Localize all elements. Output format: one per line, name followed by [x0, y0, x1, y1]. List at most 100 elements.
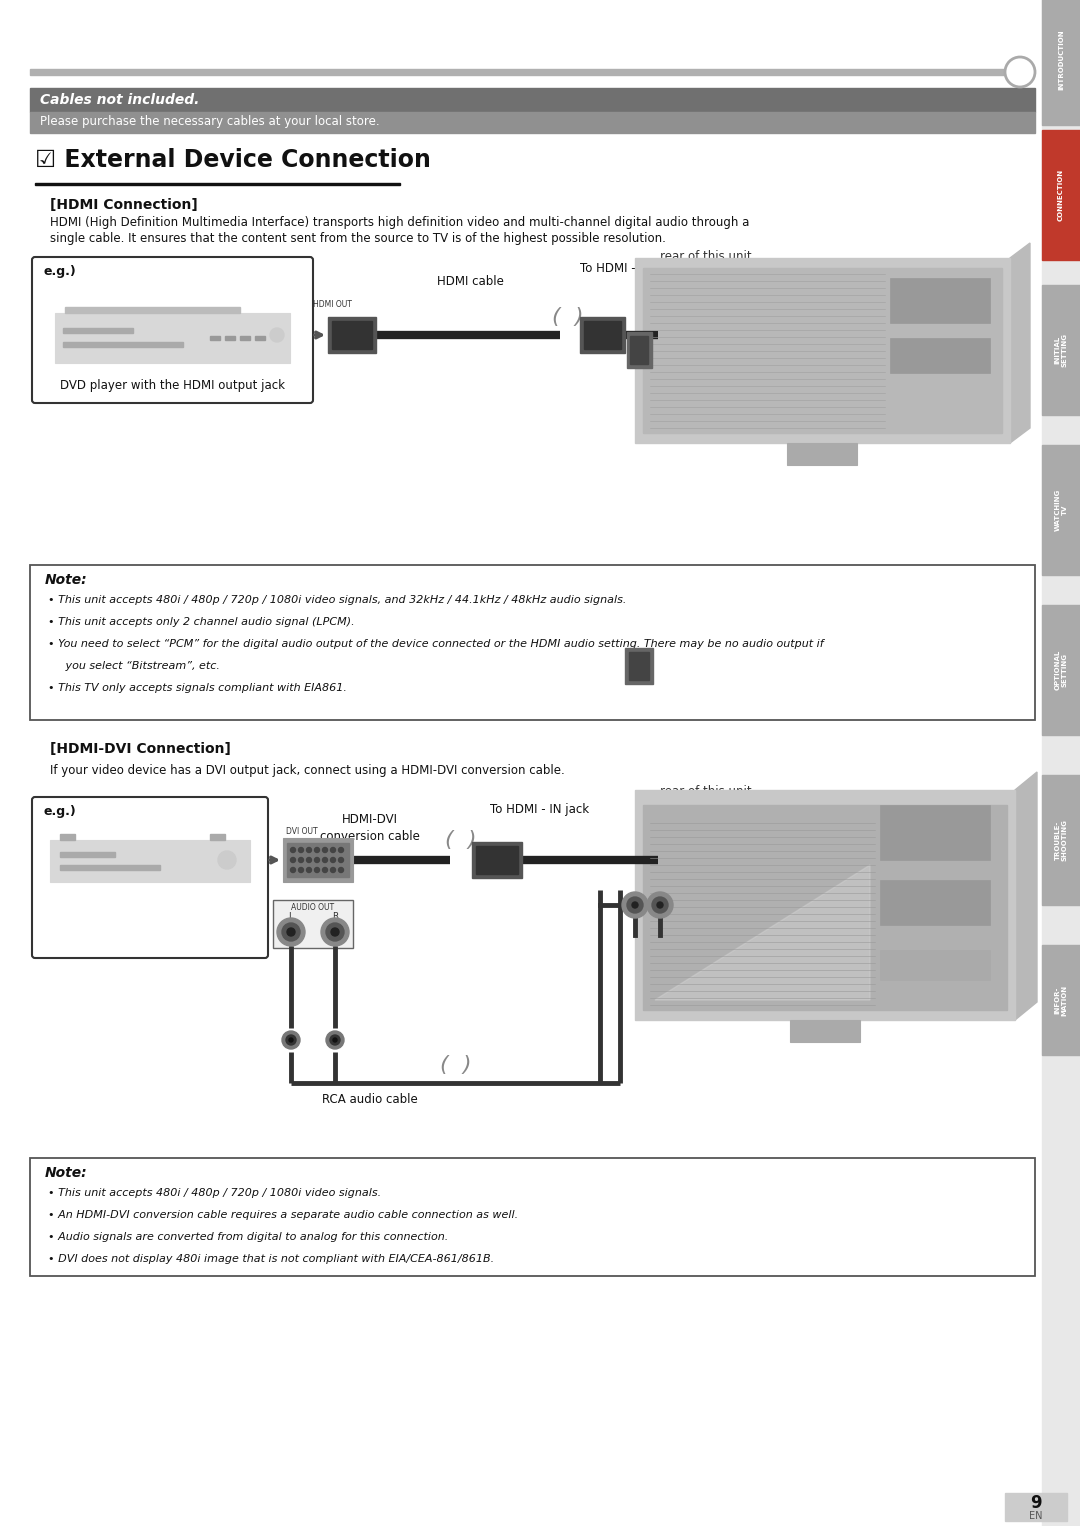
Text: To HDMI - IN jack: To HDMI - IN jack — [490, 803, 589, 816]
Circle shape — [314, 867, 320, 873]
Bar — [240, 336, 249, 340]
Text: (  ): ( ) — [445, 830, 476, 850]
Bar — [63, 328, 133, 333]
Text: Cables not included.: Cables not included. — [40, 93, 200, 107]
Bar — [332, 320, 372, 349]
Circle shape — [326, 923, 345, 942]
Circle shape — [330, 928, 339, 935]
Bar — [880, 881, 990, 925]
Circle shape — [622, 893, 648, 919]
Text: INITIAL
SETTING: INITIAL SETTING — [1054, 333, 1067, 366]
Bar — [30, 111, 1035, 133]
Text: INTRODUCTION: INTRODUCTION — [1058, 29, 1064, 90]
Text: WATCHING
TV: WATCHING TV — [1054, 488, 1067, 531]
Bar — [283, 838, 353, 882]
Text: [HDMI-DVI Connection]: [HDMI-DVI Connection] — [50, 742, 231, 755]
Bar — [789, 1019, 860, 1042]
Text: single cable. It ensures that the content sent from the source to TV is of the h: single cable. It ensures that the conten… — [50, 232, 666, 246]
Bar — [50, 839, 249, 882]
Bar — [55, 313, 291, 363]
Bar — [1042, 446, 1080, 575]
Text: e.g.): e.g.) — [43, 806, 76, 818]
Text: 9: 9 — [1030, 1494, 1042, 1512]
Circle shape — [270, 328, 284, 342]
Bar — [472, 842, 522, 877]
Bar — [629, 652, 649, 681]
Bar — [880, 951, 990, 980]
Bar — [210, 835, 225, 839]
Bar — [580, 317, 625, 353]
Circle shape — [307, 867, 311, 873]
Circle shape — [218, 852, 237, 868]
Circle shape — [333, 1038, 337, 1042]
Text: AUDIO OUT: AUDIO OUT — [292, 903, 335, 913]
Bar — [630, 336, 648, 365]
Text: rear of this unit: rear of this unit — [660, 784, 752, 798]
FancyBboxPatch shape — [30, 1158, 1035, 1276]
Polygon shape — [1010, 243, 1030, 443]
Bar — [890, 337, 990, 372]
Text: HDMI OUT: HDMI OUT — [313, 301, 352, 308]
Circle shape — [276, 919, 305, 946]
Bar — [30, 69, 1025, 75]
Bar — [643, 269, 1002, 433]
Circle shape — [287, 928, 295, 935]
Circle shape — [652, 897, 669, 913]
Text: • DVI does not display 480i image that is not compliant with EIA/CEA-861/861B.: • DVI does not display 480i image that i… — [48, 1254, 495, 1264]
Circle shape — [647, 893, 673, 919]
Text: HDMI-DVI
conversion cable: HDMI-DVI conversion cable — [320, 813, 420, 842]
Circle shape — [323, 867, 327, 873]
Bar — [1042, 775, 1080, 905]
Bar — [30, 89, 1035, 111]
Circle shape — [330, 867, 336, 873]
Bar — [1042, 285, 1080, 415]
Text: TROUBLE-
SHOOTING: TROUBLE- SHOOTING — [1054, 819, 1067, 861]
Bar — [1005, 1492, 1067, 1521]
Bar — [35, 183, 400, 185]
Text: HDMI (High Definition Multimedia Interface) transports high definition video and: HDMI (High Definition Multimedia Interfa… — [50, 217, 750, 229]
Text: • This unit accepts only 2 channel audio signal (LPCM).: • This unit accepts only 2 channel audio… — [48, 617, 354, 627]
Circle shape — [286, 1035, 296, 1045]
Text: ☑ External Device Connection: ☑ External Device Connection — [35, 148, 431, 172]
Bar — [1042, 0, 1080, 1526]
Bar — [635, 790, 1015, 1019]
Bar — [60, 865, 160, 870]
Text: RCA audio cable: RCA audio cable — [322, 1093, 418, 1106]
Text: R: R — [332, 913, 338, 922]
Text: you select “Bitstream”, etc.: you select “Bitstream”, etc. — [48, 661, 220, 671]
Text: Note:: Note: — [45, 572, 87, 588]
Bar — [328, 317, 376, 353]
Text: Note:: Note: — [45, 1166, 87, 1180]
Text: (  ): ( ) — [440, 1054, 472, 1074]
FancyBboxPatch shape — [273, 900, 353, 948]
Bar — [65, 307, 240, 313]
Text: To AUDIO IN jacks: To AUDIO IN jacks — [640, 925, 744, 938]
Bar — [627, 333, 652, 368]
Circle shape — [632, 902, 638, 908]
Text: OPTIONAL
SETTING: OPTIONAL SETTING — [1054, 650, 1067, 690]
Circle shape — [330, 1035, 340, 1045]
Bar — [1042, 0, 1080, 125]
Bar — [625, 649, 653, 684]
Text: DVI OUT: DVI OUT — [286, 827, 318, 836]
Text: DVD player with the HDMI output jack: DVD player with the HDMI output jack — [59, 378, 284, 392]
Circle shape — [338, 858, 343, 862]
Text: If your video device has a DVI output jack, connect using a HDMI-DVI conversion : If your video device has a DVI output ja… — [50, 765, 565, 777]
Circle shape — [314, 847, 320, 853]
Circle shape — [307, 847, 311, 853]
Bar — [787, 443, 858, 465]
Circle shape — [282, 1032, 300, 1048]
FancyBboxPatch shape — [32, 256, 313, 403]
Text: e.g.): e.g.) — [43, 266, 76, 278]
Bar — [287, 842, 349, 877]
Text: INFOR-
MATION: INFOR- MATION — [1054, 984, 1067, 1016]
Circle shape — [338, 847, 343, 853]
Circle shape — [321, 919, 349, 946]
Circle shape — [291, 847, 296, 853]
Circle shape — [326, 1032, 345, 1048]
Bar — [255, 336, 265, 340]
Circle shape — [323, 847, 327, 853]
Bar — [635, 258, 1010, 443]
Text: CONNECTION: CONNECTION — [1058, 169, 1064, 221]
Bar — [1042, 604, 1080, 736]
